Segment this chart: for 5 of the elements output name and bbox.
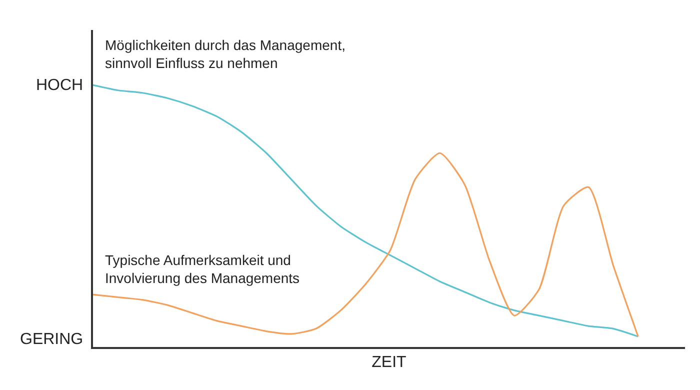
annotation: HOCH: [36, 77, 84, 94]
x-axis-title: ZEIT: [372, 354, 407, 372]
series-label: Möglichkeiten durch das Management, sinnvoll Einfluss zu nehmen: [105, 37, 346, 72]
series-label: Typische Aufmerksamkeit und Involvierung des Managements: [105, 252, 300, 286]
annotation: GERING: [20, 331, 84, 348]
